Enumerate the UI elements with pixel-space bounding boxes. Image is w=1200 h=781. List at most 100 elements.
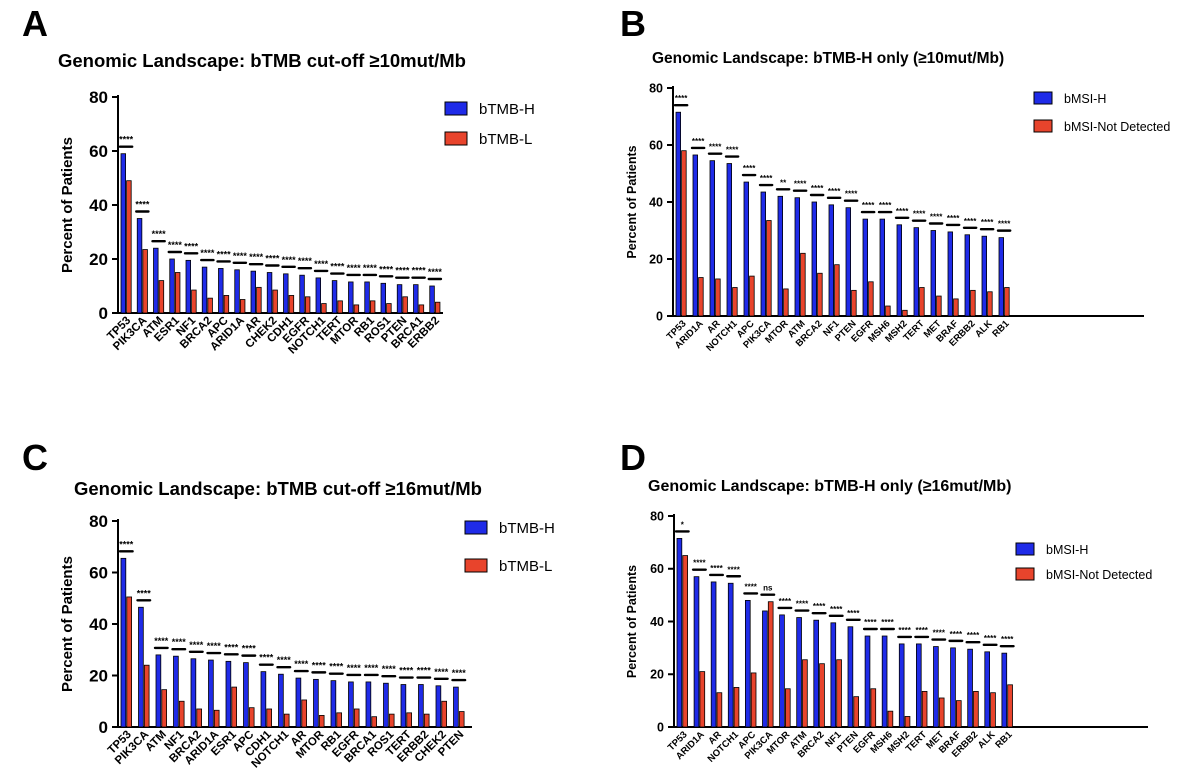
significance-label: **** xyxy=(967,631,980,640)
significance-label: **** xyxy=(282,255,297,265)
bar-bmsi-h-pten xyxy=(847,626,854,728)
y-tick-label: 40 xyxy=(650,615,664,629)
bar-btmb-l-brca2 xyxy=(207,297,213,314)
significance-label: **** xyxy=(242,644,257,654)
y-axis-label: Percent of Patients xyxy=(625,145,639,258)
bar-btmb-l-apc xyxy=(223,295,230,314)
bar-btmb-h-brca1 xyxy=(413,284,419,314)
y-tick-label: 80 xyxy=(89,88,108,107)
bar-btmb-l-brca1 xyxy=(418,304,425,314)
significance-label: **** xyxy=(828,187,841,196)
significance-label: **** xyxy=(743,164,756,173)
bar-bmsi-not-detected-mtor xyxy=(784,688,791,728)
bar-bmsi-not-detected-met xyxy=(938,697,945,728)
bar-bmsi-h-msh2 xyxy=(896,224,902,317)
bar-btmb-h-atm xyxy=(153,247,159,314)
bar-btmb-l-tert xyxy=(406,712,412,728)
bar-btmb-l-apc xyxy=(248,707,255,728)
bar-btmb-h-chek2 xyxy=(266,272,273,314)
y-tick-label: 20 xyxy=(89,250,108,269)
significance-label: **** xyxy=(184,241,199,251)
y-tick-label: 60 xyxy=(89,142,108,161)
bar-bmsi-h-notch1 xyxy=(726,163,732,317)
significance-label: **** xyxy=(417,666,432,676)
bar-btmb-h-notch1 xyxy=(278,673,284,728)
legend-label-btmb-l: bTMB-L xyxy=(499,558,552,575)
legend-label-bmsi-not-detected: bMSI-Not Detected xyxy=(1064,120,1170,134)
significance-label: **** xyxy=(813,602,826,611)
bar-bmsi-h-alk xyxy=(981,235,987,317)
legend-swatch-bmsi-h xyxy=(1033,91,1053,105)
bar-bmsi-not-detected-pten xyxy=(853,696,860,728)
legend-label-bmsi-h: bMSI-H xyxy=(1064,92,1106,106)
bar-bmsi-not-detected-met xyxy=(936,295,942,317)
significance-label: **** xyxy=(428,267,443,277)
bar-bmsi-h-tert xyxy=(913,227,919,317)
bar-bmsi-not-detected-alk xyxy=(987,291,993,317)
y-tick-label: 80 xyxy=(89,512,108,531)
significance-label: **** xyxy=(675,94,688,103)
significance-label: **** xyxy=(172,637,187,647)
significance-label: **** xyxy=(981,218,994,227)
bar-bmsi-not-detected-pik3ca xyxy=(766,220,772,317)
legend-label-bmsi-not-detected: bMSI-Not Detected xyxy=(1046,568,1152,582)
y-tick-label: 20 xyxy=(650,668,664,682)
significance-label: **** xyxy=(984,634,997,643)
bar-btmb-h-notch1 xyxy=(315,277,321,314)
legend-swatch-bmsi-not-detected xyxy=(1033,119,1053,133)
bar-bmsi-h-pten xyxy=(845,207,851,317)
bar-btmb-h-chek2 xyxy=(435,685,442,728)
bar-btmb-h-ar xyxy=(250,270,256,314)
bar-bmsi-h-atm xyxy=(796,617,802,728)
y-tick-label: 60 xyxy=(89,563,108,582)
significance-label: **** xyxy=(709,143,722,152)
bar-bmsi-h-brca2 xyxy=(813,619,820,728)
panel-label-a: A xyxy=(22,3,48,44)
bar-bmsi-not-detected-nf1 xyxy=(836,659,842,728)
y-axis-label: Percent of Patients xyxy=(59,137,76,273)
y-tick-label: 40 xyxy=(649,195,663,209)
y-tick-label: 60 xyxy=(649,138,663,152)
bar-bmsi-h-braf xyxy=(947,231,953,317)
bar-btmb-h-tp53 xyxy=(120,153,126,314)
x-tick-label-alk: ALK xyxy=(976,729,998,751)
bar-bmsi-not-detected-tert xyxy=(919,287,925,317)
bar-bmsi-not-detected-notch1 xyxy=(733,687,740,728)
bar-bmsi-not-detected-egfr xyxy=(868,281,874,317)
legend-swatch-bmsi-h xyxy=(1015,542,1035,556)
bar-bmsi-h-tp53 xyxy=(675,111,681,317)
significance-label: **** xyxy=(692,137,705,146)
significance-label: **** xyxy=(347,263,362,273)
chart-title-a: Genomic Landscape: bTMB cut-off ≥10mut/M… xyxy=(58,50,466,71)
bar-btmb-h-cdh1 xyxy=(283,273,289,314)
bar-btmb-l-ar xyxy=(301,699,307,728)
bar-bmsi-not-detected-egfr xyxy=(870,688,877,728)
significance-label: **** xyxy=(233,251,248,261)
bar-btmb-l-egfr xyxy=(304,296,311,314)
significance-label: **** xyxy=(881,618,894,627)
bar-bmsi-not-detected-rb1 xyxy=(1004,287,1010,317)
bar-btmb-l-brca1 xyxy=(371,716,377,728)
bar-btmb-h-erbb2 xyxy=(418,684,424,728)
bar-btmb-h-tert xyxy=(400,684,407,728)
panel-label-b: B xyxy=(620,3,646,44)
significance-label: **** xyxy=(998,220,1011,229)
bar-bmsi-not-detected-msh2 xyxy=(904,716,911,728)
bar-btmb-l-atm xyxy=(158,280,165,314)
bar-btmb-l-pten xyxy=(402,296,408,314)
bar-bmsi-not-detected-pik3ca xyxy=(767,601,774,728)
bar-btmb-h-rb1 xyxy=(330,680,337,728)
legend-label-btmb-l: bTMB-L xyxy=(479,131,532,148)
legend-label-btmb-h: bTMB-H xyxy=(499,520,555,537)
bar-bmsi-not-detected-brca2 xyxy=(817,272,823,317)
bar-btmb-h-rb1 xyxy=(364,281,370,314)
y-tick-label: 20 xyxy=(89,666,108,685)
significance-label: **** xyxy=(312,660,327,670)
bar-bmsi-not-detected-apc xyxy=(750,672,757,728)
bar-bmsi-h-arid1a xyxy=(693,576,700,728)
y-tick-label: 80 xyxy=(650,509,664,523)
bar-bmsi-not-detected-apc xyxy=(749,275,755,317)
bar-bmsi-h-arid1a xyxy=(692,154,698,317)
significance-label: **** xyxy=(412,266,427,276)
bar-bmsi-not-detected-tp53 xyxy=(682,555,689,728)
